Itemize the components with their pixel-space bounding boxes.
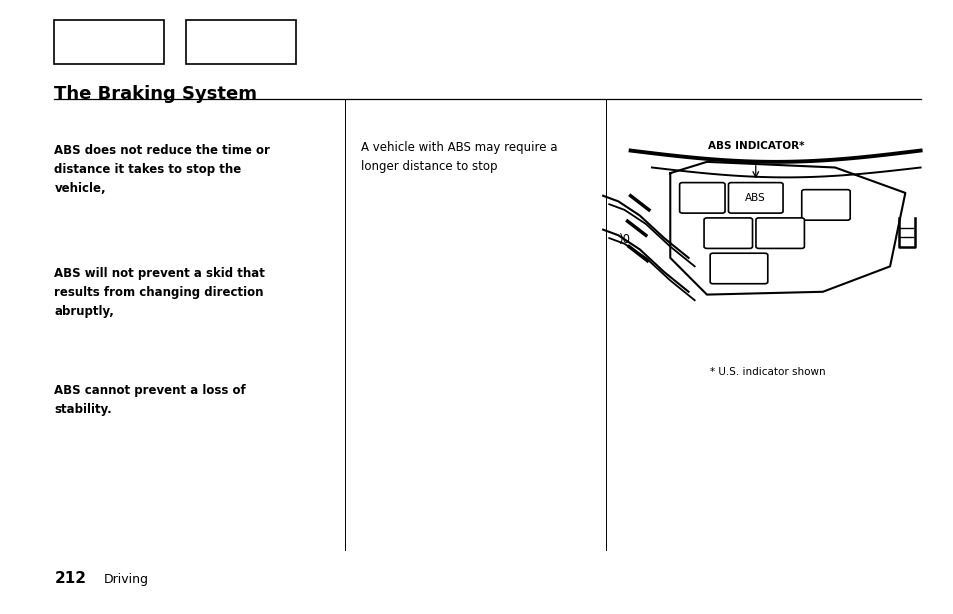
Text: A vehicle with ABS may require a
longer distance to stop: A vehicle with ABS may require a longer … bbox=[360, 141, 557, 173]
Text: ABS: ABS bbox=[744, 193, 765, 203]
FancyBboxPatch shape bbox=[703, 218, 752, 249]
Text: Driving: Driving bbox=[104, 573, 149, 586]
Text: The Braking System: The Braking System bbox=[54, 85, 257, 103]
Text: ABS will not prevent a skid that
results from changing direction
abruptly,: ABS will not prevent a skid that results… bbox=[54, 267, 265, 318]
Polygon shape bbox=[670, 162, 904, 295]
Text: )0: )0 bbox=[618, 233, 630, 246]
Text: ABS cannot prevent a loss of
stability.: ABS cannot prevent a loss of stability. bbox=[54, 384, 246, 416]
FancyBboxPatch shape bbox=[679, 182, 724, 213]
Bar bbox=[186, 20, 295, 64]
FancyBboxPatch shape bbox=[801, 190, 849, 220]
Text: ABS INDICATOR*: ABS INDICATOR* bbox=[707, 141, 803, 150]
Text: ABS does not reduce the time or
distance it takes to stop the
vehicle,: ABS does not reduce the time or distance… bbox=[54, 144, 270, 195]
Text: * U.S. indicator shown: * U.S. indicator shown bbox=[709, 367, 825, 376]
Bar bbox=[54, 20, 164, 64]
FancyBboxPatch shape bbox=[755, 218, 803, 249]
FancyBboxPatch shape bbox=[709, 253, 767, 284]
FancyBboxPatch shape bbox=[728, 182, 782, 213]
Text: 212: 212 bbox=[54, 572, 87, 586]
